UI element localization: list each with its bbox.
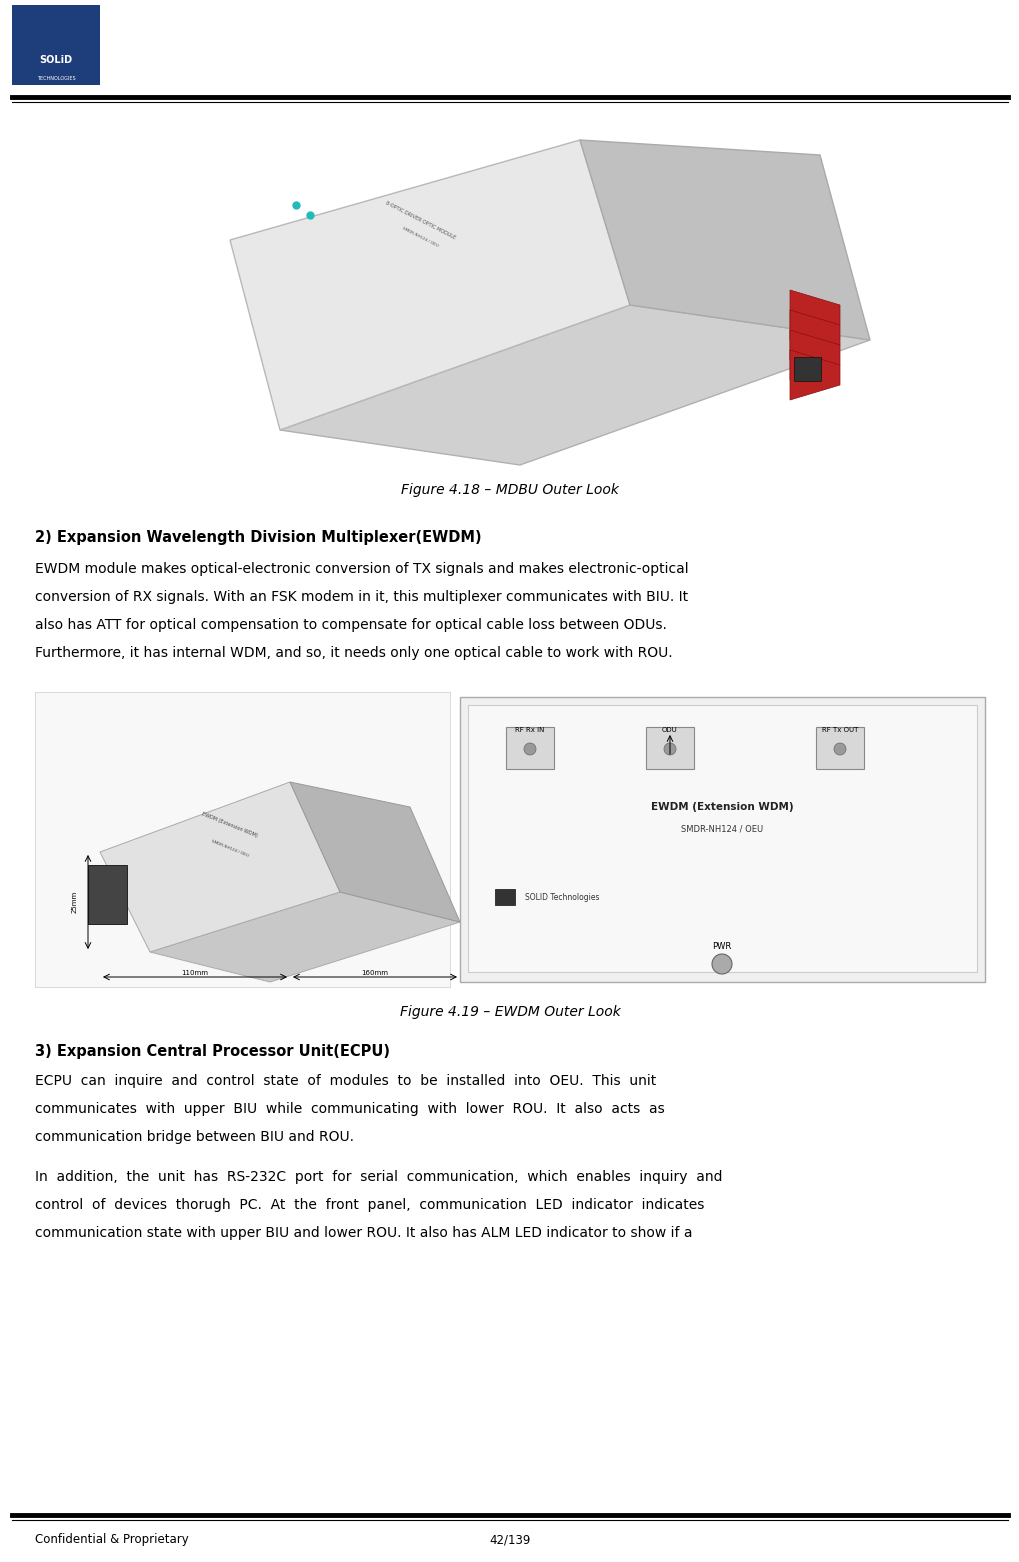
Text: Confidential & Proprietary: Confidential & Proprietary [35, 1534, 189, 1546]
Text: 8-OPTIC DRIVER OPTIC MODULE: 8-OPTIC DRIVER OPTIC MODULE [384, 200, 455, 241]
Text: SOLID Technologies: SOLID Technologies [525, 892, 599, 901]
Polygon shape [790, 350, 840, 400]
FancyBboxPatch shape [35, 692, 449, 987]
Text: EWDM module makes optical-electronic conversion of TX signals and makes electron: EWDM module makes optical-electronic con… [35, 562, 688, 576]
Text: SMDR-NH124 / OEU: SMDR-NH124 / OEU [400, 226, 438, 248]
Text: RF Rx IN: RF Rx IN [515, 726, 544, 733]
Text: communication state with upper BIU and lower ROU. It also has ALM LED indicator : communication state with upper BIU and l… [35, 1226, 692, 1240]
Circle shape [524, 744, 535, 754]
Polygon shape [280, 305, 869, 465]
FancyBboxPatch shape [645, 726, 693, 769]
Text: SOLiD: SOLiD [40, 55, 72, 66]
Text: communication bridge between BIU and ROU.: communication bridge between BIU and ROU… [35, 1129, 354, 1143]
Circle shape [663, 744, 676, 754]
FancyBboxPatch shape [793, 358, 820, 381]
Polygon shape [790, 309, 840, 359]
Polygon shape [150, 892, 460, 982]
Text: control  of  devices  thorugh  PC.  At  the  front  panel,  communication  LED  : control of devices thorugh PC. At the fr… [35, 1198, 704, 1212]
Text: EWDM (Extension WDM): EWDM (Extension WDM) [650, 801, 793, 812]
Circle shape [834, 744, 845, 754]
Text: 110mm: 110mm [181, 970, 208, 976]
Text: RF Tx OUT: RF Tx OUT [821, 726, 857, 733]
Polygon shape [790, 330, 840, 380]
Text: Figure 4.19 – EWDM Outer Look: Figure 4.19 – EWDM Outer Look [399, 1004, 620, 1018]
Text: TECHNOLOGIES: TECHNOLOGIES [37, 75, 75, 81]
FancyBboxPatch shape [88, 865, 127, 925]
Text: 2) Expansion Wavelength Division Multiplexer(EWDM): 2) Expansion Wavelength Division Multipl… [35, 530, 481, 545]
FancyBboxPatch shape [468, 704, 976, 972]
Text: 42/139: 42/139 [489, 1534, 530, 1546]
Text: SMDR-NH124 / OEU: SMDR-NH124 / OEU [681, 825, 762, 833]
Text: communicates  with  upper  BIU  while  communicating  with  lower  ROU.  It  als: communicates with upper BIU while commun… [35, 1103, 664, 1115]
Text: conversion of RX signals. With an FSK modem in it, this multiplexer communicates: conversion of RX signals. With an FSK mo… [35, 590, 688, 604]
Text: PWR: PWR [711, 942, 731, 951]
Text: ECPU  can  inquire  and  control  state  of  modules  to  be  installed  into  O: ECPU can inquire and control state of mo… [35, 1075, 655, 1089]
Text: also has ATT for optical compensation to compensate for optical cable loss betwe: also has ATT for optical compensation to… [35, 619, 666, 633]
Polygon shape [229, 141, 630, 430]
Polygon shape [580, 141, 869, 341]
Text: 160mm: 160mm [361, 970, 388, 976]
Text: Furthermore, it has internal WDM, and so, it needs only one optical cable to wor: Furthermore, it has internal WDM, and so… [35, 647, 672, 661]
Text: ODU: ODU [661, 726, 678, 733]
Text: SMDR-NH124 / OEU: SMDR-NH124 / OEU [211, 839, 249, 858]
Polygon shape [790, 291, 840, 341]
Polygon shape [100, 783, 339, 951]
FancyBboxPatch shape [505, 726, 553, 769]
Text: 3) Expansion Central Processor Unit(ECPU): 3) Expansion Central Processor Unit(ECPU… [35, 1043, 389, 1059]
FancyBboxPatch shape [12, 5, 100, 84]
FancyBboxPatch shape [155, 120, 869, 462]
FancyBboxPatch shape [460, 697, 984, 982]
Text: Figure 4.18 – MDBU Outer Look: Figure 4.18 – MDBU Outer Look [400, 483, 619, 497]
Text: EWDM (Extension WDM): EWDM (Extension WDM) [201, 811, 259, 837]
FancyBboxPatch shape [815, 726, 863, 769]
Circle shape [711, 954, 732, 975]
Polygon shape [289, 783, 460, 922]
Text: 25mm: 25mm [72, 890, 77, 914]
FancyBboxPatch shape [494, 889, 515, 904]
Text: In  addition,  the  unit  has  RS-232C  port  for  serial  communication,  which: In addition, the unit has RS-232C port f… [35, 1170, 721, 1184]
